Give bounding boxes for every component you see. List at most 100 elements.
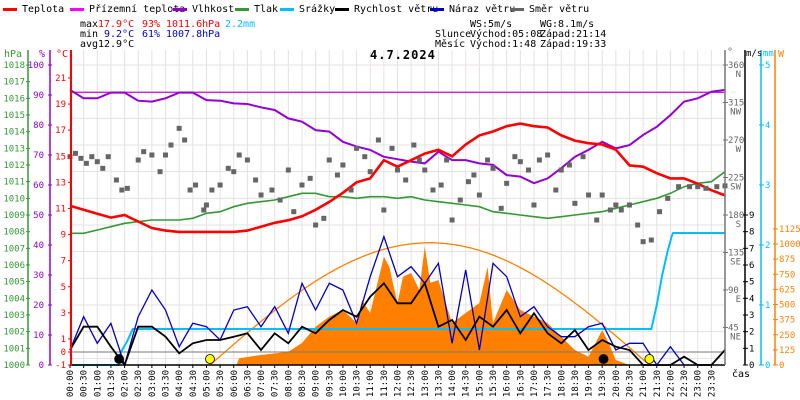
legend-item-humidity: Vlhkost bbox=[173, 4, 234, 15]
wind-direction-point bbox=[381, 207, 387, 213]
legend-swatch bbox=[3, 8, 17, 11]
direction-compass-label: S bbox=[736, 220, 741, 230]
wind-direction-point bbox=[313, 222, 319, 228]
wind-direction-point bbox=[438, 182, 444, 188]
x-tick-label: 14:30 bbox=[462, 370, 472, 397]
x-tick-label: 05:00 bbox=[202, 370, 212, 397]
temperature-tick-label: 7 bbox=[61, 257, 66, 267]
wind-direction-point bbox=[599, 192, 605, 198]
direction-compass-label: W bbox=[736, 145, 742, 155]
solar-tick-label: 625 bbox=[779, 285, 795, 295]
wind-direction-point bbox=[187, 187, 193, 193]
x-tick-label: 05:30 bbox=[216, 370, 226, 397]
x-tick-label: 23:30 bbox=[707, 370, 717, 397]
pressure-tick-label: 1003 bbox=[3, 311, 25, 321]
x-tick-label: 22:00 bbox=[666, 370, 676, 397]
wind-direction-point bbox=[203, 202, 209, 208]
direction-compass-label: NW bbox=[730, 108, 741, 118]
x-tick-label: 07:00 bbox=[257, 370, 267, 397]
axis-label-solar: W bbox=[778, 49, 785, 60]
x-tick-label: 15:30 bbox=[489, 370, 499, 397]
wind-direction-point bbox=[536, 157, 542, 163]
humidity-tick-label: 40 bbox=[33, 241, 44, 251]
legend-label: Tlak bbox=[254, 4, 279, 15]
temperature-tick-label: 15 bbox=[55, 152, 66, 162]
pressure-tick-label: 1012 bbox=[3, 161, 25, 171]
wind-direction-point bbox=[566, 162, 572, 168]
wind-direction-point bbox=[277, 197, 283, 203]
wind-direction-point bbox=[687, 184, 693, 190]
wind-direction-point bbox=[545, 152, 551, 158]
wind-direction-point bbox=[558, 167, 564, 173]
pressure-tick-label: 1008 bbox=[3, 228, 25, 238]
x-axis-label: čas bbox=[732, 369, 751, 380]
direction-compass-label: NE bbox=[730, 333, 741, 343]
x-tick-label: 06:00 bbox=[230, 370, 240, 397]
pressure-tick-label: 1000 bbox=[3, 361, 25, 371]
wind-direction-point bbox=[225, 165, 231, 171]
rain-tick-label: 3 bbox=[765, 181, 770, 191]
direction-compass-label: N bbox=[736, 70, 741, 80]
wind-gust-line bbox=[69, 234, 726, 368]
humidity-tick-label: 10 bbox=[33, 331, 44, 341]
wind-direction-point bbox=[201, 207, 207, 213]
temperature-tick-label: 9 bbox=[61, 231, 66, 241]
axis-label-humidity: % bbox=[39, 49, 46, 60]
wind-direction-point bbox=[411, 142, 417, 148]
legend-item-wind-gust: Náraz větru bbox=[430, 4, 515, 15]
wind-direction-point bbox=[594, 217, 600, 223]
sunrise-marker bbox=[205, 354, 215, 364]
moonrise-time: Východ:1:48 bbox=[470, 39, 537, 50]
wind-direction-point bbox=[163, 152, 169, 158]
wind-direction-point bbox=[485, 157, 491, 163]
wind-direction-point bbox=[531, 202, 537, 208]
direction-compass-label: E bbox=[736, 295, 741, 305]
pressure-tick-label: 1015 bbox=[3, 111, 25, 121]
x-tick-label: 04:30 bbox=[189, 370, 199, 397]
rain-tick-label: 5 bbox=[765, 61, 770, 71]
sunset-time: Západ:21:14 bbox=[540, 29, 607, 40]
stat-max-label: max bbox=[80, 19, 99, 30]
wind-direction-point bbox=[217, 182, 223, 188]
solar-tick-label: 125 bbox=[779, 346, 795, 356]
wind-direction-point bbox=[176, 125, 182, 131]
wind-tick-label: 9 bbox=[749, 211, 754, 221]
x-tick-label: 00:30 bbox=[80, 370, 90, 397]
pressure-tick-label: 1013 bbox=[3, 144, 25, 154]
x-tick-label: 17:30 bbox=[544, 370, 554, 397]
wind-tick-label: 8 bbox=[749, 228, 754, 238]
legend-item-rain: Srážky bbox=[280, 4, 335, 15]
wind-direction-point bbox=[299, 182, 305, 188]
wind-direction-point bbox=[182, 137, 188, 143]
x-tick-label: 12:30 bbox=[407, 370, 417, 397]
legend-swatch bbox=[173, 8, 187, 11]
pressure-tick-label: 1002 bbox=[3, 328, 25, 338]
wind-direction-point bbox=[157, 169, 163, 175]
wind-direction-point bbox=[395, 167, 400, 173]
wind-speed-line bbox=[69, 281, 726, 367]
wind-direction-point bbox=[635, 222, 641, 228]
legend-swatch bbox=[280, 8, 294, 11]
humidity-tick-label: 100 bbox=[28, 61, 44, 71]
stat-rain-total: 2.2mm bbox=[225, 19, 256, 30]
temperature-tick-label: 11 bbox=[55, 204, 66, 214]
wind-direction-point bbox=[367, 169, 373, 175]
humidity-tick-label: 70 bbox=[33, 151, 44, 161]
wind-speed-max: WS:5m/s bbox=[470, 19, 513, 30]
solar-tick-label: 875 bbox=[779, 255, 795, 265]
direction-tick-label: 360 bbox=[728, 61, 744, 71]
pressure-tick-label: 1009 bbox=[3, 211, 25, 221]
wind-direction-point bbox=[113, 177, 119, 183]
direction-tick-label: 315 bbox=[728, 99, 744, 109]
x-tick-label: 21:30 bbox=[653, 370, 663, 397]
legend-item-pressure: Tlak bbox=[235, 4, 278, 15]
wind-direction-point bbox=[626, 202, 632, 208]
moonset-time: Západ:19:33 bbox=[540, 39, 607, 50]
wind-direction-point bbox=[375, 137, 381, 143]
moonset-marker bbox=[598, 354, 609, 364]
wind-direction-point bbox=[504, 180, 510, 186]
wind-tick-label: 0 bbox=[749, 361, 754, 371]
wind-direction-point bbox=[444, 157, 450, 163]
x-tick-label: 22:30 bbox=[680, 370, 690, 397]
